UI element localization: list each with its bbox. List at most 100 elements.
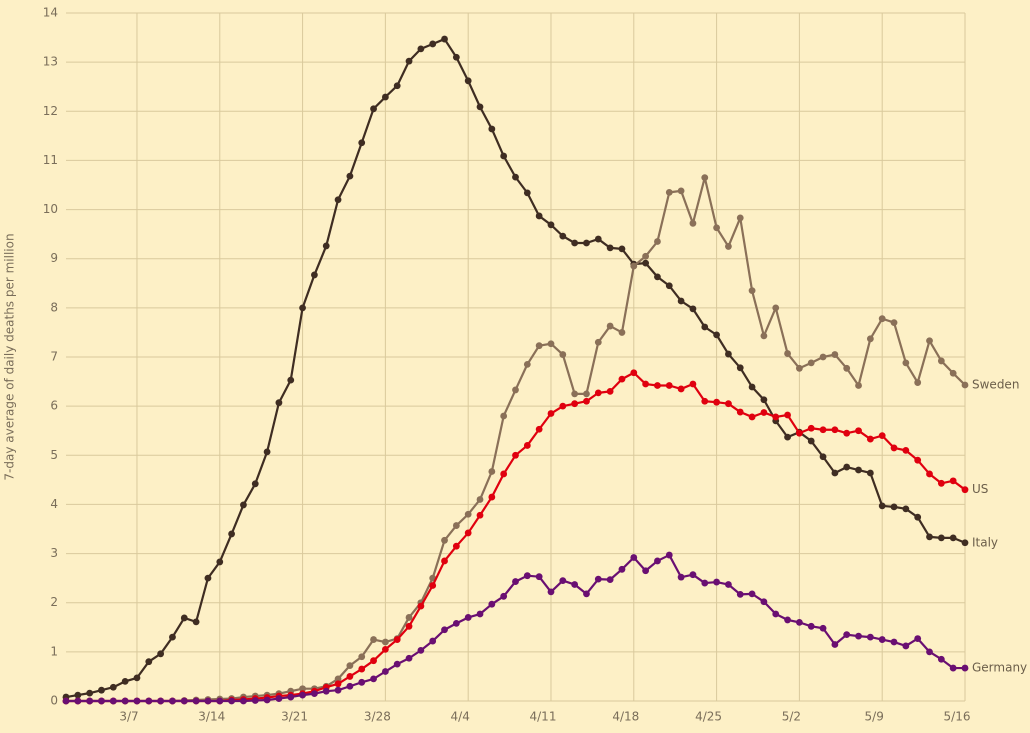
data-point (547, 340, 555, 348)
series-label: Germany (972, 661, 1027, 675)
data-point (594, 338, 602, 346)
data-point (926, 648, 933, 656)
data-point (192, 618, 200, 626)
data-point (606, 388, 614, 395)
data-point (819, 353, 827, 361)
y-tick-label: 8 (50, 300, 58, 314)
data-point (713, 224, 720, 232)
data-point (476, 610, 484, 618)
data-point (713, 578, 720, 586)
data-point (654, 238, 661, 245)
x-tick-label: 3/21 (281, 710, 308, 724)
data-point (334, 686, 342, 694)
data-point (654, 557, 661, 565)
data-point (441, 35, 448, 43)
data-point (937, 655, 945, 663)
data-point (807, 359, 815, 367)
y-axis-label: 7-day average of daily deaths per millio… (3, 233, 17, 480)
data-point (583, 390, 590, 398)
data-point (334, 196, 342, 204)
x-tick-label: 3/28 (364, 710, 391, 724)
data-point (843, 463, 851, 471)
data-point (358, 139, 366, 147)
data-point (322, 687, 330, 695)
data-point (949, 534, 957, 542)
data-point (441, 557, 448, 565)
data-point (240, 697, 247, 705)
data-point (299, 691, 306, 699)
data-point (784, 433, 791, 441)
data-point (287, 376, 295, 384)
data-point (512, 173, 519, 181)
data-point (583, 239, 590, 247)
data-point (855, 466, 862, 474)
data-point (949, 664, 957, 672)
data-point (311, 690, 318, 698)
data-point (642, 259, 650, 267)
data-point (961, 486, 969, 494)
data-point (713, 331, 720, 339)
data-point (583, 590, 590, 598)
data-point (630, 369, 638, 377)
y-tick-label: 1 (50, 644, 58, 658)
data-point (346, 673, 354, 680)
data-point (784, 411, 791, 419)
data-point (559, 402, 567, 410)
data-point (405, 614, 413, 621)
y-tick-label: 10 (43, 202, 58, 216)
data-point (807, 437, 815, 445)
y-tick-label: 0 (50, 694, 58, 708)
data-point (725, 581, 732, 588)
data-point (299, 304, 306, 312)
data-point (748, 413, 756, 421)
data-point (701, 579, 709, 587)
data-point (133, 674, 141, 682)
data-point (452, 619, 460, 627)
data-point (914, 379, 922, 386)
data-point (169, 697, 176, 705)
data-point (535, 425, 543, 433)
data-point (795, 618, 803, 626)
data-point (512, 578, 519, 585)
data-point (831, 469, 839, 477)
data-point (452, 53, 460, 61)
data-point (216, 558, 224, 566)
data-point (535, 573, 543, 581)
data-point (725, 400, 732, 408)
data-point (926, 533, 933, 541)
data-point (358, 678, 366, 686)
data-point (381, 638, 389, 646)
data-point (370, 657, 377, 665)
data-point (512, 386, 519, 394)
data-point (381, 646, 389, 653)
data-point (677, 297, 685, 305)
data-point (630, 554, 638, 561)
data-point (192, 697, 200, 705)
data-point (654, 273, 661, 281)
x-tick-label: 3/14 (198, 710, 225, 724)
data-point (914, 635, 922, 642)
data-point (760, 332, 768, 340)
data-point (571, 390, 579, 398)
data-point (748, 287, 756, 295)
data-point (417, 602, 425, 610)
data-point (157, 697, 165, 705)
data-point (902, 446, 910, 454)
data-point (500, 470, 508, 478)
data-point (594, 575, 602, 583)
data-point (535, 212, 543, 220)
data-point (275, 695, 283, 702)
data-point (381, 668, 389, 675)
data-point (890, 503, 898, 511)
data-point (488, 600, 496, 608)
data-point (654, 382, 661, 389)
data-point (74, 697, 82, 705)
data-point (263, 448, 271, 456)
data-point (169, 633, 176, 641)
data-point (890, 444, 898, 452)
data-point (772, 610, 780, 618)
data-point (287, 693, 295, 701)
data-point (926, 470, 933, 478)
